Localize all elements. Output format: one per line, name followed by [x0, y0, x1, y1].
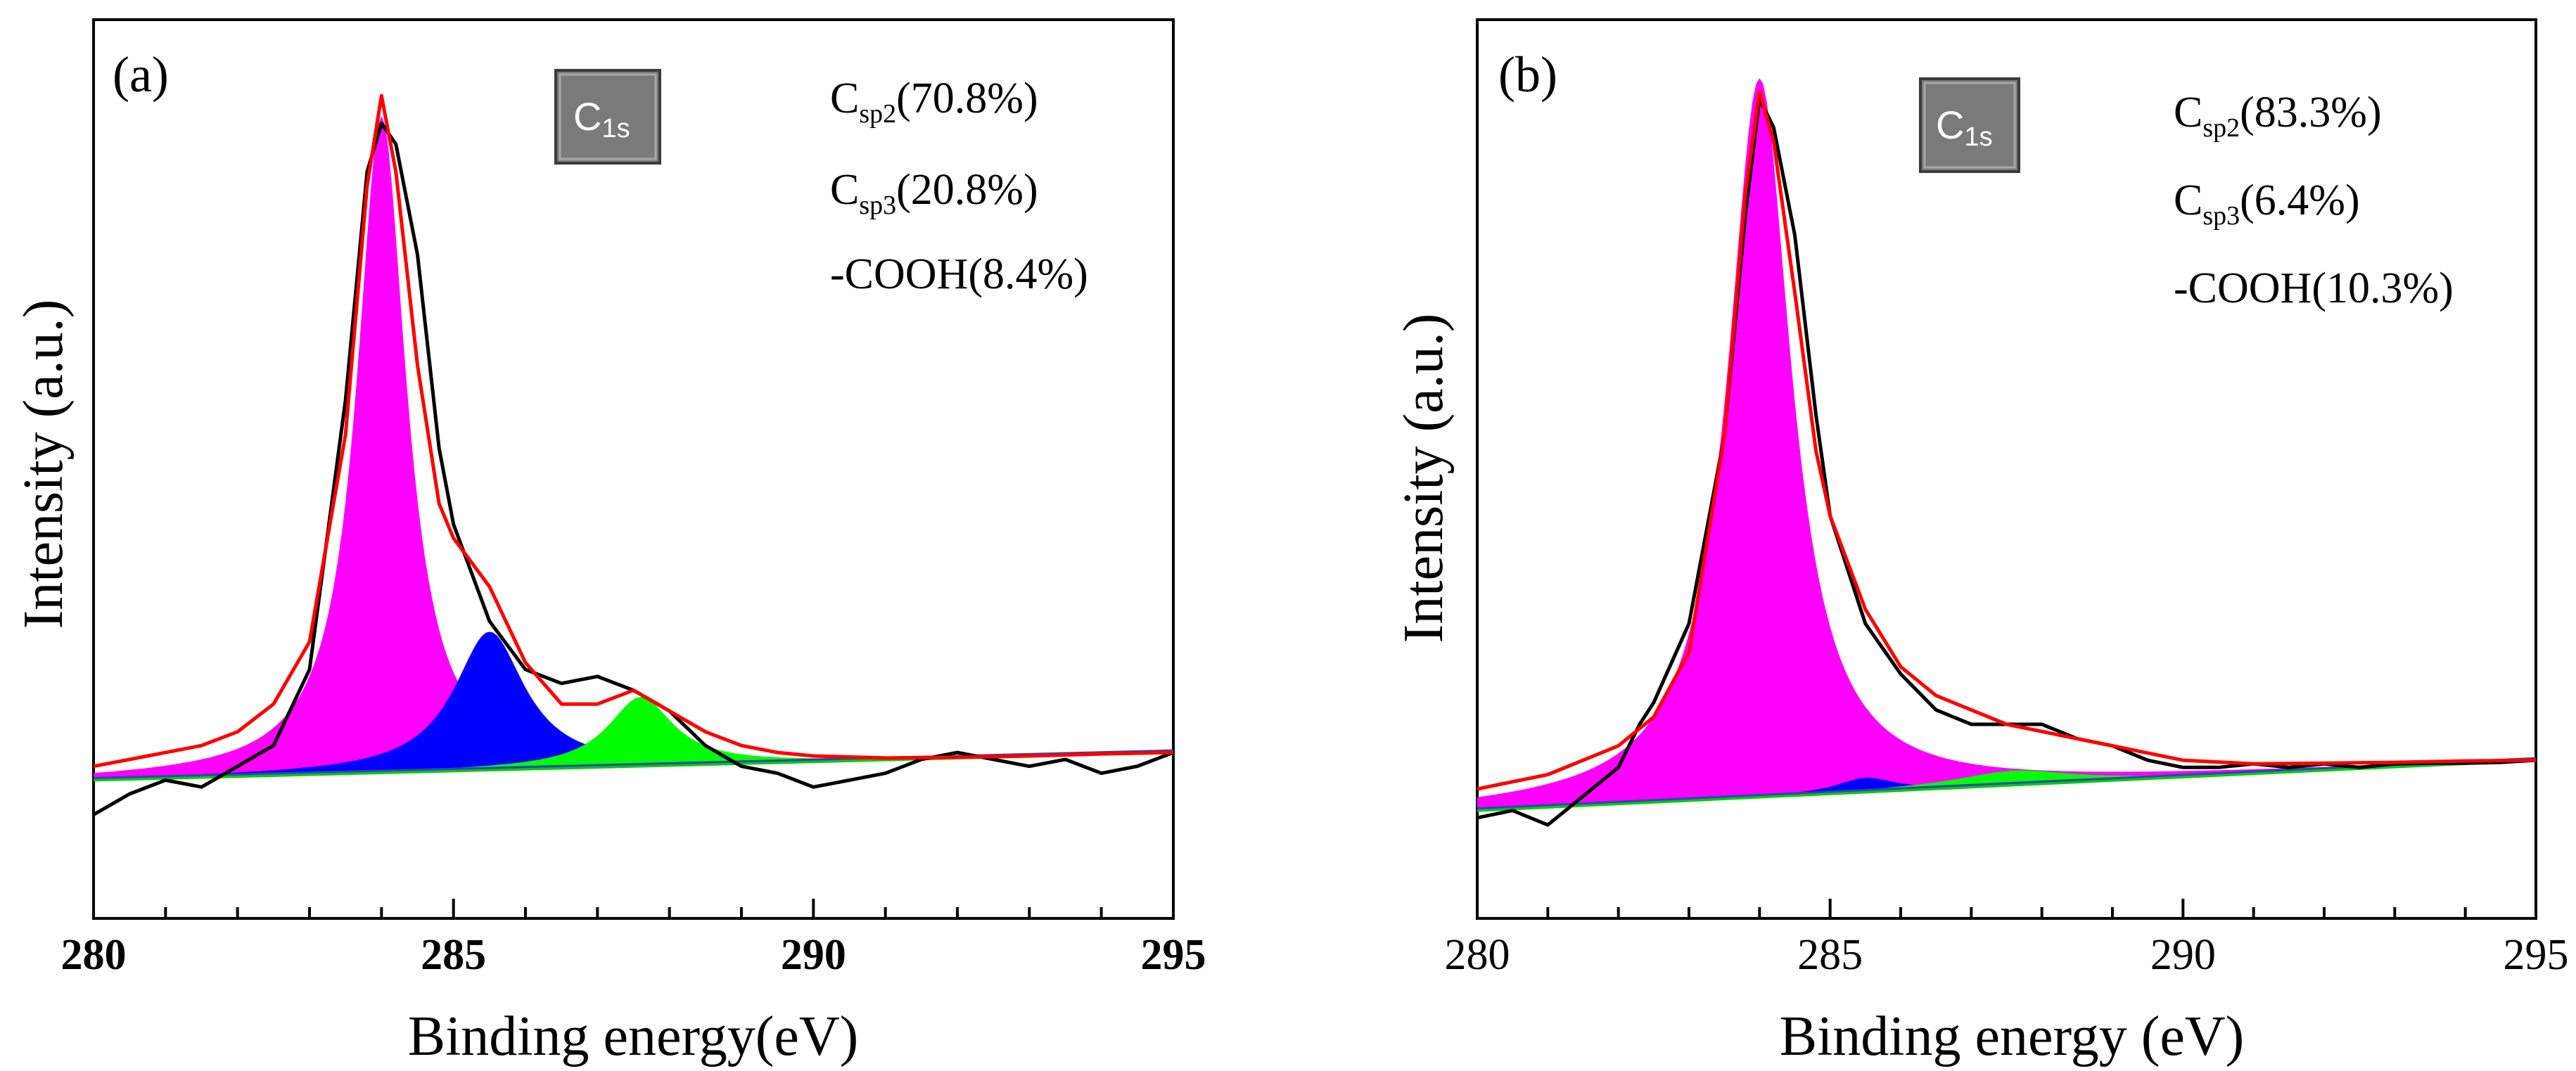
panel-a-peak-csp2: [94, 116, 1173, 781]
panel-a-ylabel: Intensity (a.u.): [13, 300, 75, 629]
panel-b-line-experimental: [1477, 97, 2537, 827]
panel-a-label: (a): [113, 46, 169, 103]
panel-b-annotation-csp3: Csp3(6.4%): [2174, 177, 2360, 231]
panel-b-marks: [1477, 78, 2537, 827]
svg-text:C1s: C1s: [1936, 103, 1993, 152]
panel-b-ticks: 280 285 290 295: [1445, 899, 2569, 979]
panel-a-line-fitted-envelope: [93, 94, 1174, 769]
panel-b-xtick-label: 290: [2150, 931, 2216, 979]
panel-b-badge-main: C: [1936, 103, 1964, 147]
panel-b-plot-frame: [1476, 18, 2537, 920]
panel-a-badge-sub: 1s: [601, 114, 630, 143]
panel-a-xtick-label: 295: [1141, 931, 1206, 979]
panel-b-line-fitted-envelope: [1477, 89, 2537, 791]
panel-a-xtick-label: 290: [781, 931, 846, 979]
panel-b-xtick-label: 295: [2504, 931, 2569, 979]
panel-b-chart: 280 285 290 295 (b) C1s Csp2(83.3%) Csp3(6.…: [1393, 18, 2569, 1067]
panel-a-annotation-csp2: Csp2(70.8%): [830, 75, 1038, 129]
panel-b-annotation-csp2: Csp2(83.3%): [2174, 89, 2382, 143]
panel-b-annotation-cooh: -COOH(10.3%): [2174, 264, 2454, 312]
panel-a-chart: 280 285 290 295 (a) C1s Csp2(70.8%) Csp3(20…: [13, 18, 1206, 1067]
panel-b-xlabel: Binding energy (eV): [1780, 1006, 2245, 1067]
panel-a-annotation-csp3: Csp3(20.8%): [830, 166, 1038, 220]
panel-b-ylabel: Intensity (a.u.): [1393, 314, 1455, 643]
panel-a-ticks: 280 285 290 295: [61, 899, 1206, 979]
panel-b-badge-sub: 1s: [1964, 122, 1992, 152]
panel-b-label: (b): [1498, 46, 1557, 103]
panel-a-xlabel: Binding energy(eV): [408, 1006, 859, 1067]
panel-a-plot-frame: [92, 18, 1175, 920]
panel-b-xtick-label: 285: [1797, 931, 1863, 979]
panel-a-c1s-badge: C1s: [554, 69, 661, 165]
panel-a-xtick-label: 285: [421, 931, 486, 979]
panel-a-marks: [92, 94, 1174, 816]
svg-text:C1s: C1s: [573, 94, 630, 143]
panel-a-xtick-label: 280: [61, 931, 127, 979]
panel-a-annotation-cooh: -COOH(8.4%): [830, 250, 1088, 298]
panel-b-c1s-badge: C1s: [1919, 77, 2020, 173]
panel-a-badge-main: C: [573, 94, 601, 139]
panel-b-xtick-label: 280: [1445, 931, 1510, 979]
